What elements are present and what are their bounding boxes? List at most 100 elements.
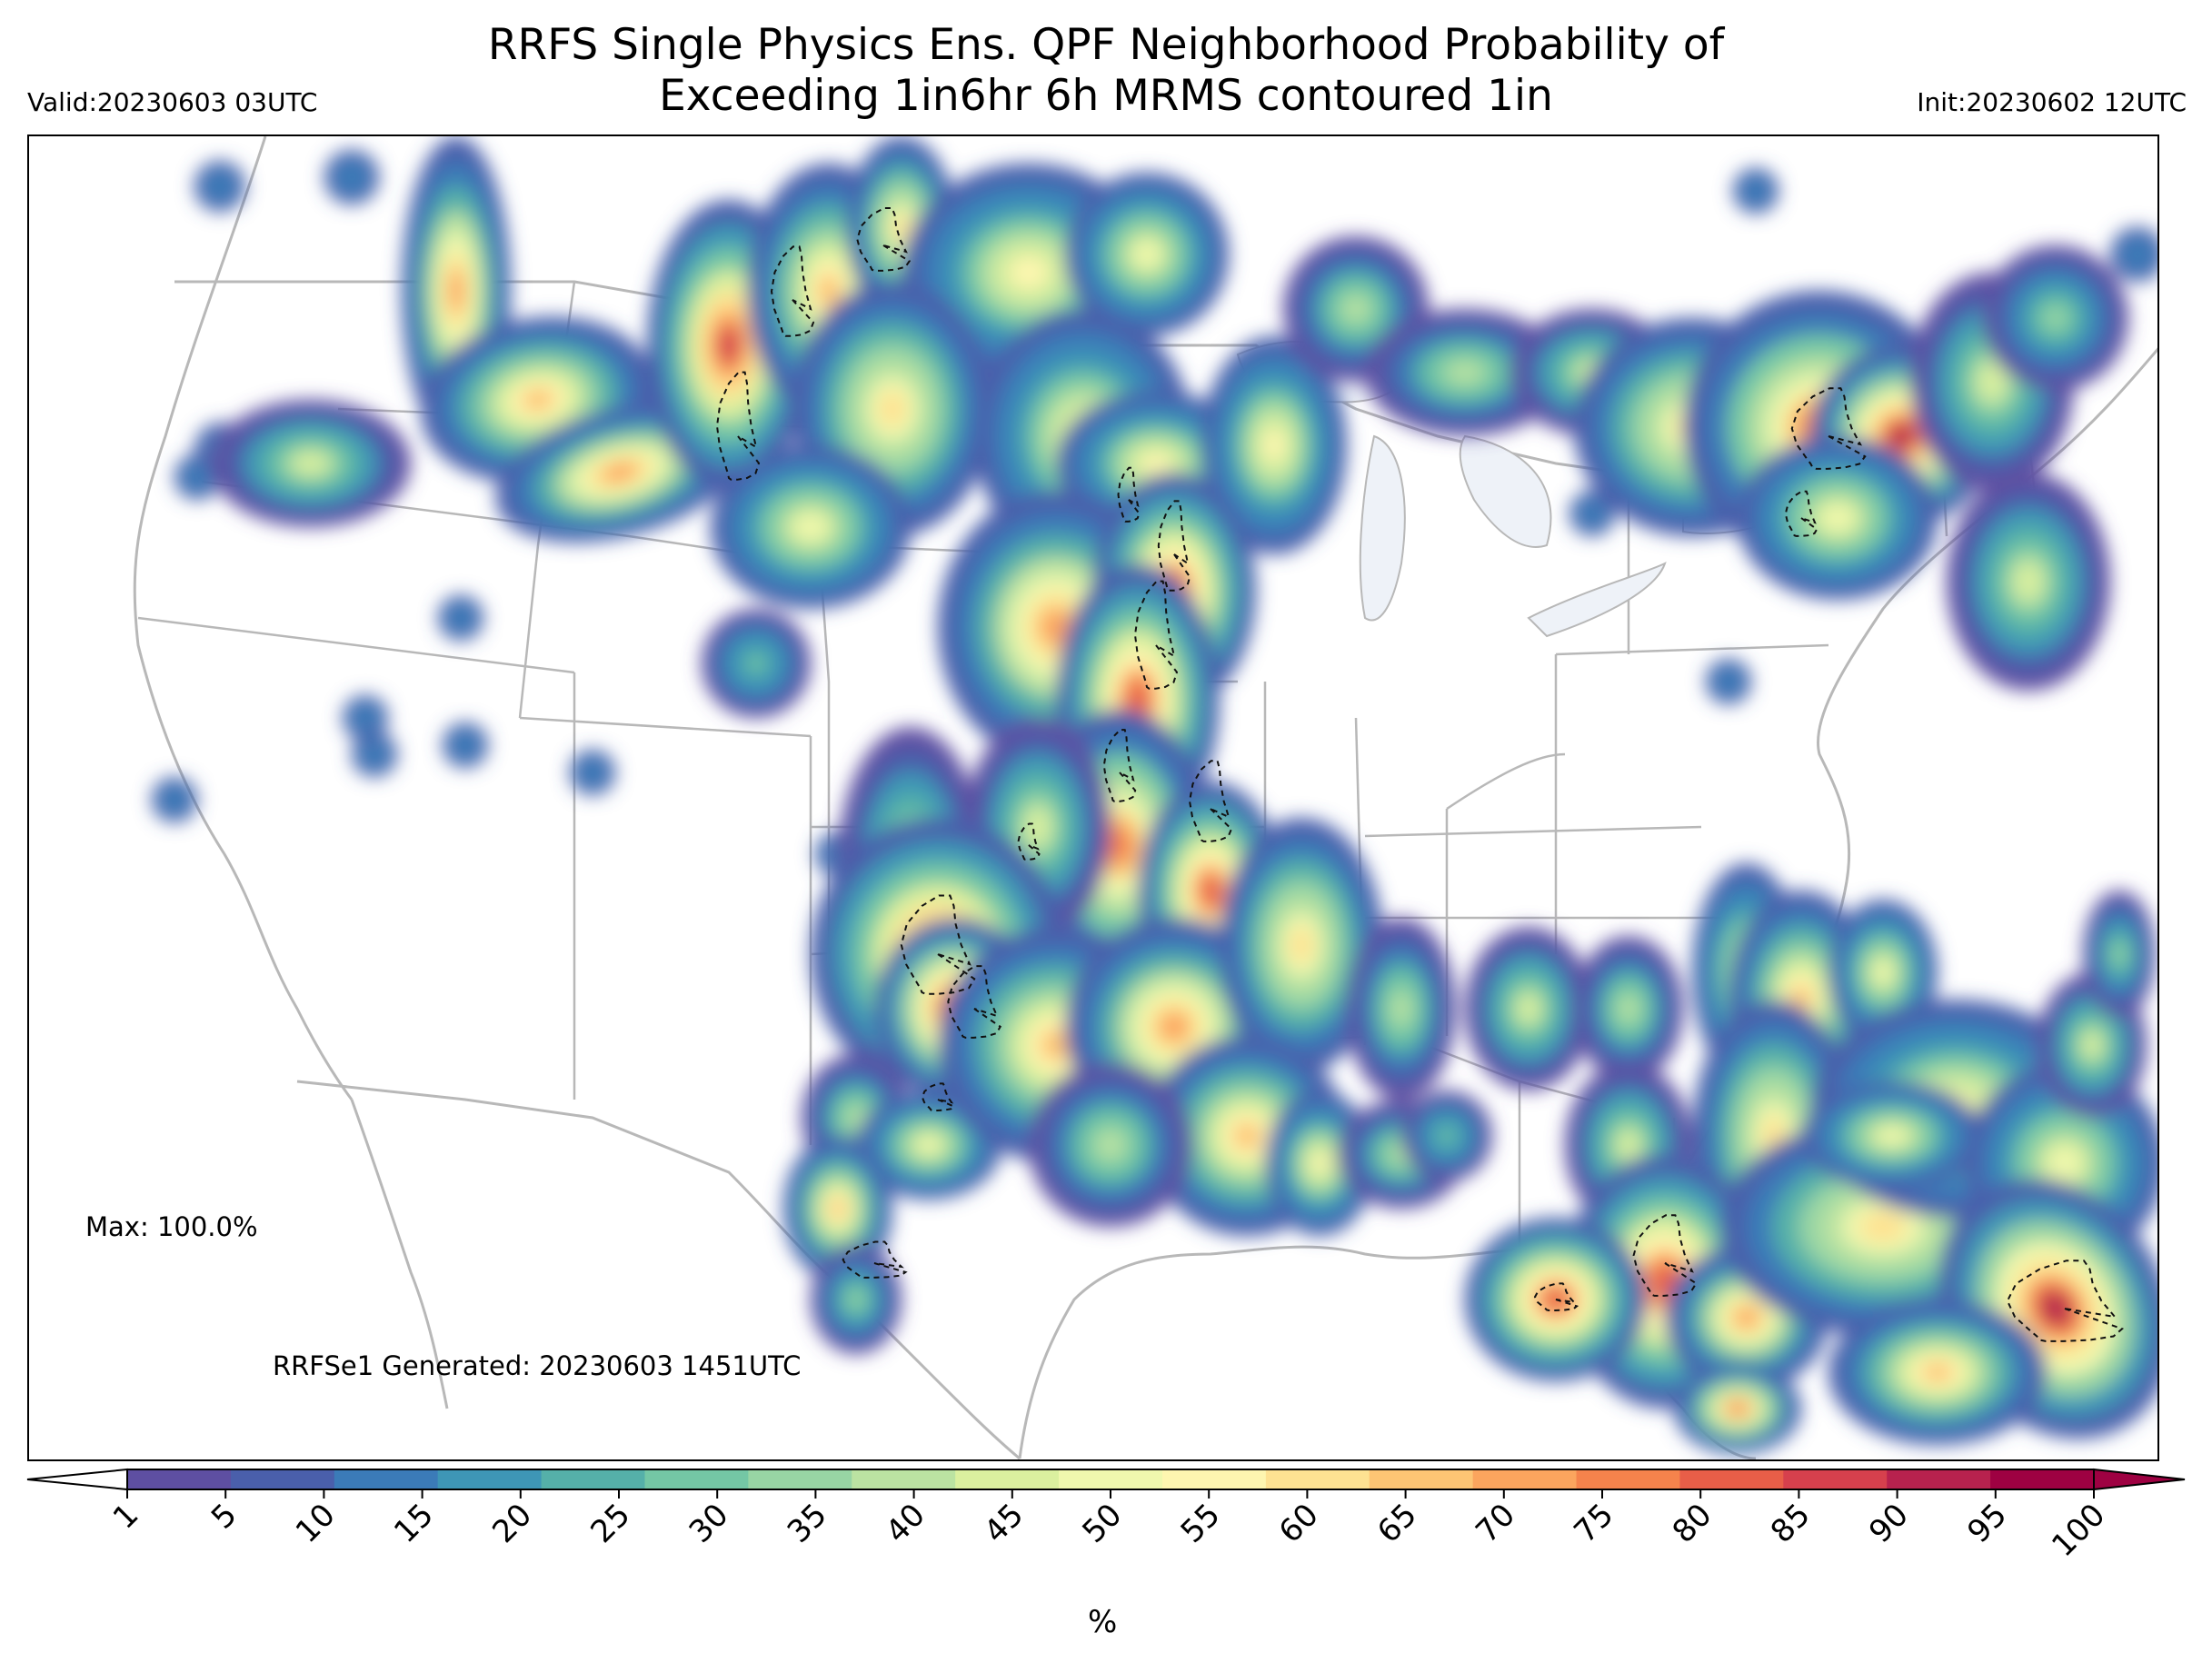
mrms-contour: [1533, 1282, 1579, 1311]
colorbar-swatch: [1679, 1469, 1784, 1489]
mrms-1in-contours: [715, 207, 2125, 1342]
probability-blob: [1713, 666, 1744, 697]
probability-blob: [448, 269, 464, 313]
mrms-contour: [1784, 490, 1818, 537]
probability-blob: [1039, 1028, 1073, 1062]
probability-blob: [1729, 1402, 1747, 1415]
probability-fields: [152, 136, 2157, 1454]
probability-blob: [1888, 423, 1914, 449]
probability-blob: [717, 324, 741, 366]
max-value-label: Max: 100.0%: [85, 1211, 258, 1242]
probability-blob: [1232, 1121, 1261, 1150]
lake-erie: [1527, 562, 1667, 638]
west-coastline: [133, 136, 354, 1100]
colorbar-swatch: [1990, 1469, 2095, 1489]
probability-blob: [893, 214, 910, 240]
probability-blob: [796, 515, 825, 539]
probability-blob: [1141, 453, 1171, 474]
colorbar-tick-label: 20: [485, 1497, 539, 1550]
colorbar-tick-label: 55: [1174, 1497, 1228, 1550]
probability-blob: [878, 391, 907, 427]
probability-blob: [1135, 243, 1159, 266]
probability-blob: [2039, 1290, 2072, 1328]
colorbar-tick-label: 30: [683, 1497, 736, 1550]
colorbar-extend-max: [2093, 1468, 2186, 1491]
init-time-label: Init:20230602 12UTC: [1917, 87, 2187, 117]
colorbar-tick-label: 75: [1567, 1497, 1620, 1550]
probability-blob: [1879, 1128, 1905, 1144]
colorbar-swatch: [334, 1469, 439, 1489]
lake-huron: [1459, 434, 1552, 548]
probability-blob: [334, 159, 370, 195]
mrms-contour: [1017, 822, 1041, 861]
colorbar-tick-label: 35: [781, 1497, 834, 1550]
valid-time-label: Valid:20230603 03UTC: [27, 87, 318, 117]
probability-blob: [450, 730, 481, 761]
probability-blob: [817, 273, 841, 309]
colorbar-swatch: [1783, 1469, 1888, 1489]
probability-blob: [1620, 998, 1637, 1020]
probability-blob: [1823, 506, 1852, 530]
probability-blob: [830, 1198, 846, 1220]
probability-blob: [521, 388, 555, 412]
colorbar-tick-label: 15: [387, 1497, 441, 1550]
mrms-contour: [921, 1082, 955, 1111]
probability-blob: [1039, 608, 1073, 646]
colorbar-tick-label: 65: [1370, 1497, 1424, 1550]
colorbar-tick-label: 100: [2045, 1497, 2112, 1564]
probability-blob: [1107, 826, 1132, 864]
probability-blob: [1577, 498, 1608, 529]
colorbar-tick-label: 60: [1272, 1497, 1326, 1550]
probability-blob: [1200, 875, 1221, 906]
colorbar-extend-min: [26, 1468, 128, 1491]
colorbar-swatch: [127, 1469, 232, 1489]
mrms-contour: [947, 965, 1002, 1039]
mrms-contour: [1133, 580, 1179, 690]
colorbar-swatch: [1369, 1469, 1474, 1489]
mrms-contour: [2006, 1260, 2125, 1342]
probability-blob: [2050, 1149, 2079, 1178]
probability-blob: [359, 739, 390, 770]
probability-blob: [1740, 175, 1771, 206]
colorbar-swatch: [1265, 1469, 1370, 1489]
map-title-line-2: Exceeding 1in6hr 6h MRMS contoured 1in: [659, 71, 1553, 121]
probability-blob: [848, 1109, 864, 1127]
probability-blob: [748, 655, 764, 672]
probability-blob: [1450, 363, 1480, 382]
probability-map: [133, 136, 2157, 1459]
probability-blob: [1011, 257, 1047, 288]
probability-blob: [159, 784, 190, 815]
mrms-contour: [1102, 729, 1137, 802]
probability-blob: [1980, 366, 2004, 397]
probability-blob: [1290, 927, 1313, 963]
probability-blob: [1393, 996, 1410, 1021]
colorbar-swatch: [644, 1469, 749, 1489]
colorbar-tick-label: 50: [1075, 1497, 1129, 1550]
probability-blob: [203, 169, 237, 204]
probability-blob: [2017, 566, 2040, 597]
map-panel: [27, 134, 2159, 1461]
colorbar-tick-label: 1: [106, 1497, 146, 1537]
colorbar-swatch: [852, 1469, 956, 1489]
probability-blob: [2114, 945, 2125, 963]
probability-blob: [1619, 1133, 1638, 1157]
probability-blob: [1859, 1211, 1907, 1242]
probability-blob: [296, 454, 325, 473]
probability-blob: [1311, 1152, 1328, 1174]
lake-michigan: [1359, 434, 1406, 622]
probability-blob: [2084, 1034, 2100, 1056]
mrms-contour: [1632, 1214, 1698, 1297]
probability-blob: [1875, 961, 1891, 983]
mrms-contour: [1157, 500, 1191, 592]
colorbar-swatch: [230, 1469, 335, 1489]
colorbar-tick-label: 85: [1764, 1497, 1818, 1550]
probability-blob: [350, 702, 381, 733]
colorbar-unit-label: %: [1088, 1604, 1118, 1640]
probability-blob: [1099, 1133, 1122, 1157]
probability-blob: [182, 462, 213, 493]
mrms-contour: [856, 207, 912, 272]
probability-blob: [1263, 430, 1285, 461]
probability-blob: [1735, 1307, 1759, 1329]
colorbar-tick-label: 45: [977, 1497, 1031, 1550]
colorbar: 1 5 10 15 20 25 30 35 40 45 50 55 60 65 70 75 80 85 90 95 10…: [26, 1468, 2186, 1564]
